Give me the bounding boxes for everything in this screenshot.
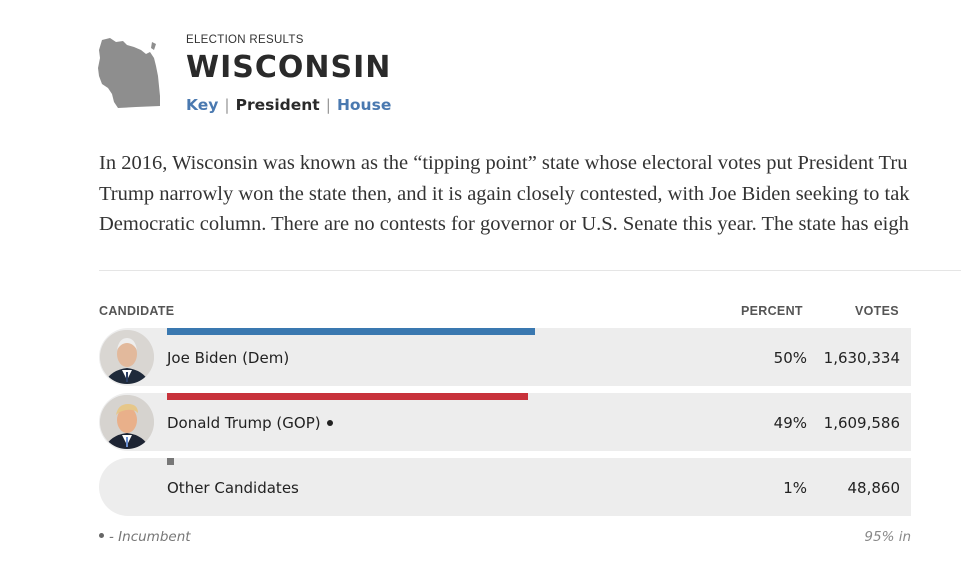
- candidate-percent: 50%: [773, 349, 807, 367]
- race-subnav: Key | President | House: [186, 96, 391, 114]
- page-title: WISCONSIN: [186, 50, 392, 85]
- candidate-name: Donald Trump (GOP): [167, 414, 333, 432]
- candidate-name-text: Donald Trump (GOP): [167, 414, 321, 432]
- candidate-row-biden: Joe Biden (Dem) 50% 1,630,334: [99, 328, 911, 386]
- candidate-name: Other Candidates: [167, 479, 299, 497]
- incumbent-legend-text: - Incumbent: [109, 529, 191, 545]
- candidate-votes: 1,609,586: [823, 414, 900, 432]
- nav-link-house[interactable]: House: [336, 96, 392, 114]
- reporting-status: 95% in: [864, 529, 911, 545]
- candidate-percent: 49%: [773, 414, 807, 432]
- biden-portrait-avatar: [100, 330, 154, 384]
- section-divider: [99, 270, 961, 271]
- incumbent-legend: - Incumbent: [99, 529, 191, 545]
- nav-separator: |: [325, 96, 331, 114]
- candidate-row-others: Other Candidates 1% 48,860: [99, 458, 911, 516]
- candidate-row-trump: Donald Trump (GOP) 49% 1,609,586: [99, 393, 911, 451]
- votes-column-header: VOTES: [855, 304, 899, 318]
- candidate-votes: 48,860: [847, 479, 901, 497]
- candidate-name: Joe Biden (Dem): [167, 349, 290, 367]
- incumbent-dot-icon: [326, 420, 333, 426]
- vote-share-bar: [167, 328, 535, 335]
- intro-line: In 2016, Wisconsin was known as the “tip…: [99, 152, 908, 174]
- trump-portrait-avatar: [100, 395, 154, 449]
- election-results-kicker: ELECTION RESULTS: [186, 34, 304, 46]
- vote-share-bar: [167, 393, 528, 400]
- vote-share-bar: [167, 458, 174, 465]
- percent-column-header: PERCENT: [741, 304, 803, 318]
- intro-line: Trump narrowly won the state then, and i…: [99, 182, 910, 205]
- incumbent-dot-icon: [99, 533, 104, 538]
- candidate-percent: 1%: [783, 479, 807, 497]
- nav-separator: |: [224, 96, 230, 114]
- nav-link-key[interactable]: Key: [186, 96, 219, 114]
- nav-link-president[interactable]: President: [235, 96, 320, 114]
- intro-line: Democratic column. There are no contests…: [99, 213, 909, 235]
- intro-paragraph: In 2016, Wisconsin was known as the “tip…: [99, 148, 961, 240]
- candidate-column-header: CANDIDATE: [99, 304, 175, 318]
- wisconsin-state-icon: [98, 38, 160, 108]
- candidate-votes: 1,630,334: [823, 349, 900, 367]
